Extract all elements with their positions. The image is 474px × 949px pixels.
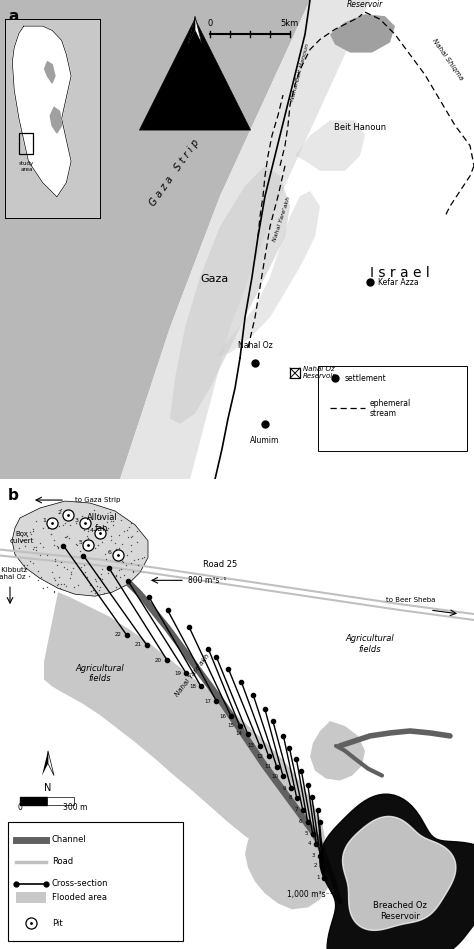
Polygon shape: [188, 16, 202, 45]
Text: Cross-section: Cross-section: [52, 879, 109, 888]
Text: Agricultural
fields: Agricultural fields: [76, 664, 124, 683]
Text: 1: 1: [42, 518, 46, 523]
Text: 22: 22: [115, 632, 121, 638]
Polygon shape: [330, 14, 395, 52]
Bar: [16, 891, 46, 903]
Text: 3: 3: [312, 853, 315, 858]
Text: Beit Hanoun: Beit Hanoun: [334, 123, 386, 133]
Bar: [290, 368, 300, 378]
Text: 2: 2: [58, 511, 62, 515]
Polygon shape: [48, 751, 54, 775]
Polygon shape: [188, 16, 195, 45]
Text: Channel: Channel: [52, 835, 87, 845]
Text: Alumim: Alumim: [250, 436, 280, 445]
Text: 18: 18: [189, 684, 196, 689]
Polygon shape: [188, 16, 202, 45]
Text: Alluvial
fan: Alluvial fan: [87, 513, 118, 532]
Text: G a z a   S t r i p: G a z a S t r i p: [148, 138, 202, 208]
Text: Road: Road: [52, 857, 73, 866]
Text: study
area: study area: [19, 161, 34, 172]
Text: 16: 16: [219, 714, 226, 719]
Text: Pit: Pit: [52, 919, 63, 928]
Text: ephemeral
stream: ephemeral stream: [370, 399, 411, 419]
Text: 1,000 m³s⁻¹: 1,000 m³s⁻¹: [287, 890, 333, 900]
Polygon shape: [245, 816, 330, 909]
Text: Flooded area: Flooded area: [52, 893, 107, 902]
Text: 21: 21: [135, 642, 142, 647]
Polygon shape: [215, 191, 320, 358]
Text: Nahal Yare'akh: Nahal Yare'akh: [173, 653, 210, 698]
Bar: [47, 797, 74, 806]
Text: Nahal Oz: Nahal Oz: [237, 341, 273, 350]
Bar: [19, 133, 33, 155]
Text: 2: 2: [314, 864, 318, 868]
Polygon shape: [12, 27, 71, 197]
Text: 0: 0: [207, 19, 213, 28]
Text: 3: 3: [75, 518, 79, 523]
Text: 0: 0: [18, 803, 22, 812]
Text: 17: 17: [204, 698, 211, 703]
Text: 12: 12: [257, 754, 264, 759]
Text: 800 m³s⁻¹: 800 m³s⁻¹: [188, 576, 227, 585]
Polygon shape: [44, 592, 325, 865]
Text: Nahal Shiqma: Nahal Shiqma: [431, 37, 465, 81]
Polygon shape: [310, 721, 365, 780]
Text: 4: 4: [308, 841, 311, 847]
Bar: [8, 822, 183, 941]
Polygon shape: [343, 816, 456, 930]
Text: 20: 20: [155, 658, 162, 662]
Text: Breached Oz
Reservoir: Breached Oz Reservoir: [373, 902, 427, 921]
Polygon shape: [120, 0, 370, 479]
Text: 14: 14: [236, 732, 243, 736]
Text: 5km: 5km: [281, 19, 299, 28]
Text: 7: 7: [294, 807, 298, 812]
Text: to Gaza Strip: to Gaza Strip: [75, 497, 120, 503]
Text: 1: 1: [316, 875, 319, 880]
Text: 9: 9: [283, 786, 286, 791]
Polygon shape: [170, 166, 290, 423]
Text: Mediterranean
Sea: Mediterranean Sea: [20, 117, 90, 177]
Bar: [20, 797, 47, 806]
Text: N: N: [44, 784, 52, 793]
Text: Nahal Yare'akh: Nahal Yare'akh: [272, 196, 292, 243]
Text: I s r a e l: I s r a e l: [370, 266, 430, 280]
Text: 5: 5: [304, 831, 308, 836]
Text: 5: 5: [78, 540, 82, 545]
FancyBboxPatch shape: [318, 366, 467, 451]
Polygon shape: [0, 0, 310, 479]
Text: to Beer Sheba: to Beer Sheba: [386, 597, 435, 604]
Text: Nahal Oz
Reservoir: Nahal Oz Reservoir: [303, 365, 336, 379]
Polygon shape: [195, 16, 202, 45]
Text: 8: 8: [288, 795, 292, 800]
Polygon shape: [50, 107, 62, 133]
Polygon shape: [12, 501, 148, 596]
Polygon shape: [45, 62, 55, 84]
Text: 19: 19: [174, 671, 181, 676]
Text: 15: 15: [228, 723, 235, 729]
Text: 4: 4: [90, 529, 94, 533]
Text: 300 m: 300 m: [63, 803, 87, 812]
Polygon shape: [320, 794, 474, 949]
Text: b: b: [8, 488, 19, 503]
Polygon shape: [42, 751, 48, 775]
Text: Road 25: Road 25: [203, 561, 237, 569]
Text: Kefar Azza: Kefar Azza: [378, 278, 419, 287]
Text: 6: 6: [108, 550, 112, 555]
Text: settlement: settlement: [345, 374, 387, 382]
Text: Gaza: Gaza: [201, 274, 229, 284]
Text: to Kibbutz
Nahal Oz: to Kibbutz Nahal Oz: [0, 568, 27, 581]
Text: Nahal Beit Hanoun: Nahal Beit Hanoun: [290, 43, 310, 102]
Text: Box
culvert: Box culvert: [10, 530, 34, 544]
Text: 6: 6: [299, 819, 302, 824]
Text: 10: 10: [271, 773, 278, 779]
Text: 11: 11: [265, 764, 272, 770]
Polygon shape: [295, 121, 365, 171]
Text: 13: 13: [248, 743, 255, 748]
Text: Shiqma
Reservoir: Shiqma Reservoir: [347, 0, 383, 9]
Text: Agricultural
fields: Agricultural fields: [346, 634, 394, 654]
Text: a: a: [8, 9, 18, 24]
